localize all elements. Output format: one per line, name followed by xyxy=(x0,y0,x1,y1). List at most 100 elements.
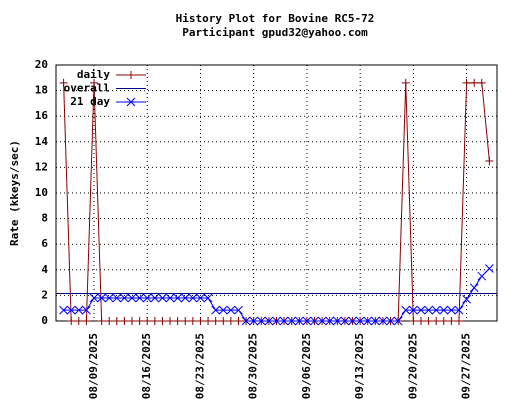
y-tick-label: 12 xyxy=(35,160,48,173)
data-point xyxy=(142,293,152,303)
data-point xyxy=(66,305,76,315)
data-point xyxy=(226,305,236,315)
y-tick-label: 8 xyxy=(41,212,48,225)
data-point xyxy=(211,305,221,315)
data-point xyxy=(332,316,342,326)
data-point xyxy=(401,78,410,87)
data-point xyxy=(439,305,449,315)
data-point xyxy=(188,293,198,303)
data-point xyxy=(203,293,213,303)
data-point xyxy=(409,317,418,325)
data-point xyxy=(196,317,205,325)
data-point xyxy=(219,317,228,325)
data-point xyxy=(89,293,99,303)
data-point xyxy=(409,305,418,315)
data-point xyxy=(150,293,160,303)
data-point xyxy=(112,293,122,303)
y-tick-label: 4 xyxy=(41,263,48,276)
data-point xyxy=(287,316,297,326)
data-point xyxy=(256,316,266,326)
data-point xyxy=(416,317,425,325)
data-point xyxy=(378,316,388,326)
data-point xyxy=(59,78,68,87)
data-point xyxy=(104,293,114,303)
data-point xyxy=(477,78,486,87)
data-point xyxy=(135,317,144,325)
data-point xyxy=(120,317,129,325)
data-point xyxy=(447,305,456,315)
data-point xyxy=(401,305,411,315)
y-tick-label: 2 xyxy=(41,288,48,301)
data-point xyxy=(128,317,137,325)
data-point xyxy=(204,317,213,325)
legend-label: overall xyxy=(64,82,110,95)
legend-label: daily xyxy=(77,68,110,81)
data-point xyxy=(393,316,403,326)
data-point xyxy=(454,305,464,315)
data-point xyxy=(325,316,335,326)
data-point xyxy=(120,293,129,303)
data-point xyxy=(424,305,433,315)
data-point xyxy=(317,316,327,326)
data-point xyxy=(173,317,182,325)
data-point xyxy=(485,157,494,165)
data-point xyxy=(234,305,243,315)
data-point xyxy=(272,316,281,326)
legend-label: 21 day xyxy=(70,95,110,108)
data-point xyxy=(211,317,220,325)
data-point xyxy=(226,317,235,325)
data-point xyxy=(218,305,228,315)
chart-title: History Plot for Bovine RC5-72 xyxy=(176,12,375,25)
data-point xyxy=(166,317,175,325)
y-axis-label: Rate (kkeys/sec) xyxy=(8,140,21,246)
data-point xyxy=(67,317,76,325)
data-point xyxy=(370,316,380,326)
data-point xyxy=(477,271,487,281)
x-tick-label: 09/06/2025 xyxy=(300,333,313,399)
data-point xyxy=(97,293,106,303)
data-point xyxy=(150,317,159,325)
data-point xyxy=(340,316,350,326)
data-point xyxy=(158,317,167,325)
data-point xyxy=(279,316,289,326)
data-point xyxy=(264,316,274,326)
data-point xyxy=(416,305,426,315)
data-point xyxy=(97,317,106,325)
y-tick-label: 14 xyxy=(35,135,49,148)
data-point xyxy=(127,71,135,79)
data-point xyxy=(462,78,471,87)
data-point xyxy=(386,316,395,326)
x-tick-label: 09/27/2025 xyxy=(460,333,473,399)
chart-subtitle: Participant gpud32@yahoo.com xyxy=(182,26,368,39)
data-point xyxy=(135,293,144,303)
data-point xyxy=(126,97,136,107)
data-point xyxy=(196,293,205,303)
data-point xyxy=(105,317,114,325)
x-tick-label: 08/23/2025 xyxy=(193,333,206,399)
data-point xyxy=(127,293,137,303)
x-tick-label: 08/16/2025 xyxy=(140,333,153,399)
data-point xyxy=(424,317,433,325)
data-point xyxy=(294,316,304,326)
data-point xyxy=(454,317,463,325)
data-point xyxy=(74,305,84,315)
data-point xyxy=(462,294,471,304)
data-point xyxy=(355,316,365,326)
y-tick-label: 0 xyxy=(41,314,48,327)
data-point xyxy=(188,317,197,325)
data-point xyxy=(241,316,251,326)
data-point xyxy=(310,316,319,326)
data-point xyxy=(158,293,167,303)
data-point xyxy=(431,305,441,315)
data-point xyxy=(143,317,152,325)
x-tick-label: 09/13/2025 xyxy=(353,333,366,399)
y-tick-label: 18 xyxy=(35,84,48,97)
data-point xyxy=(74,317,83,325)
data-point xyxy=(112,317,121,325)
data-point xyxy=(90,78,99,87)
data-point xyxy=(180,293,190,303)
data-point xyxy=(470,78,479,87)
data-point xyxy=(469,283,479,293)
